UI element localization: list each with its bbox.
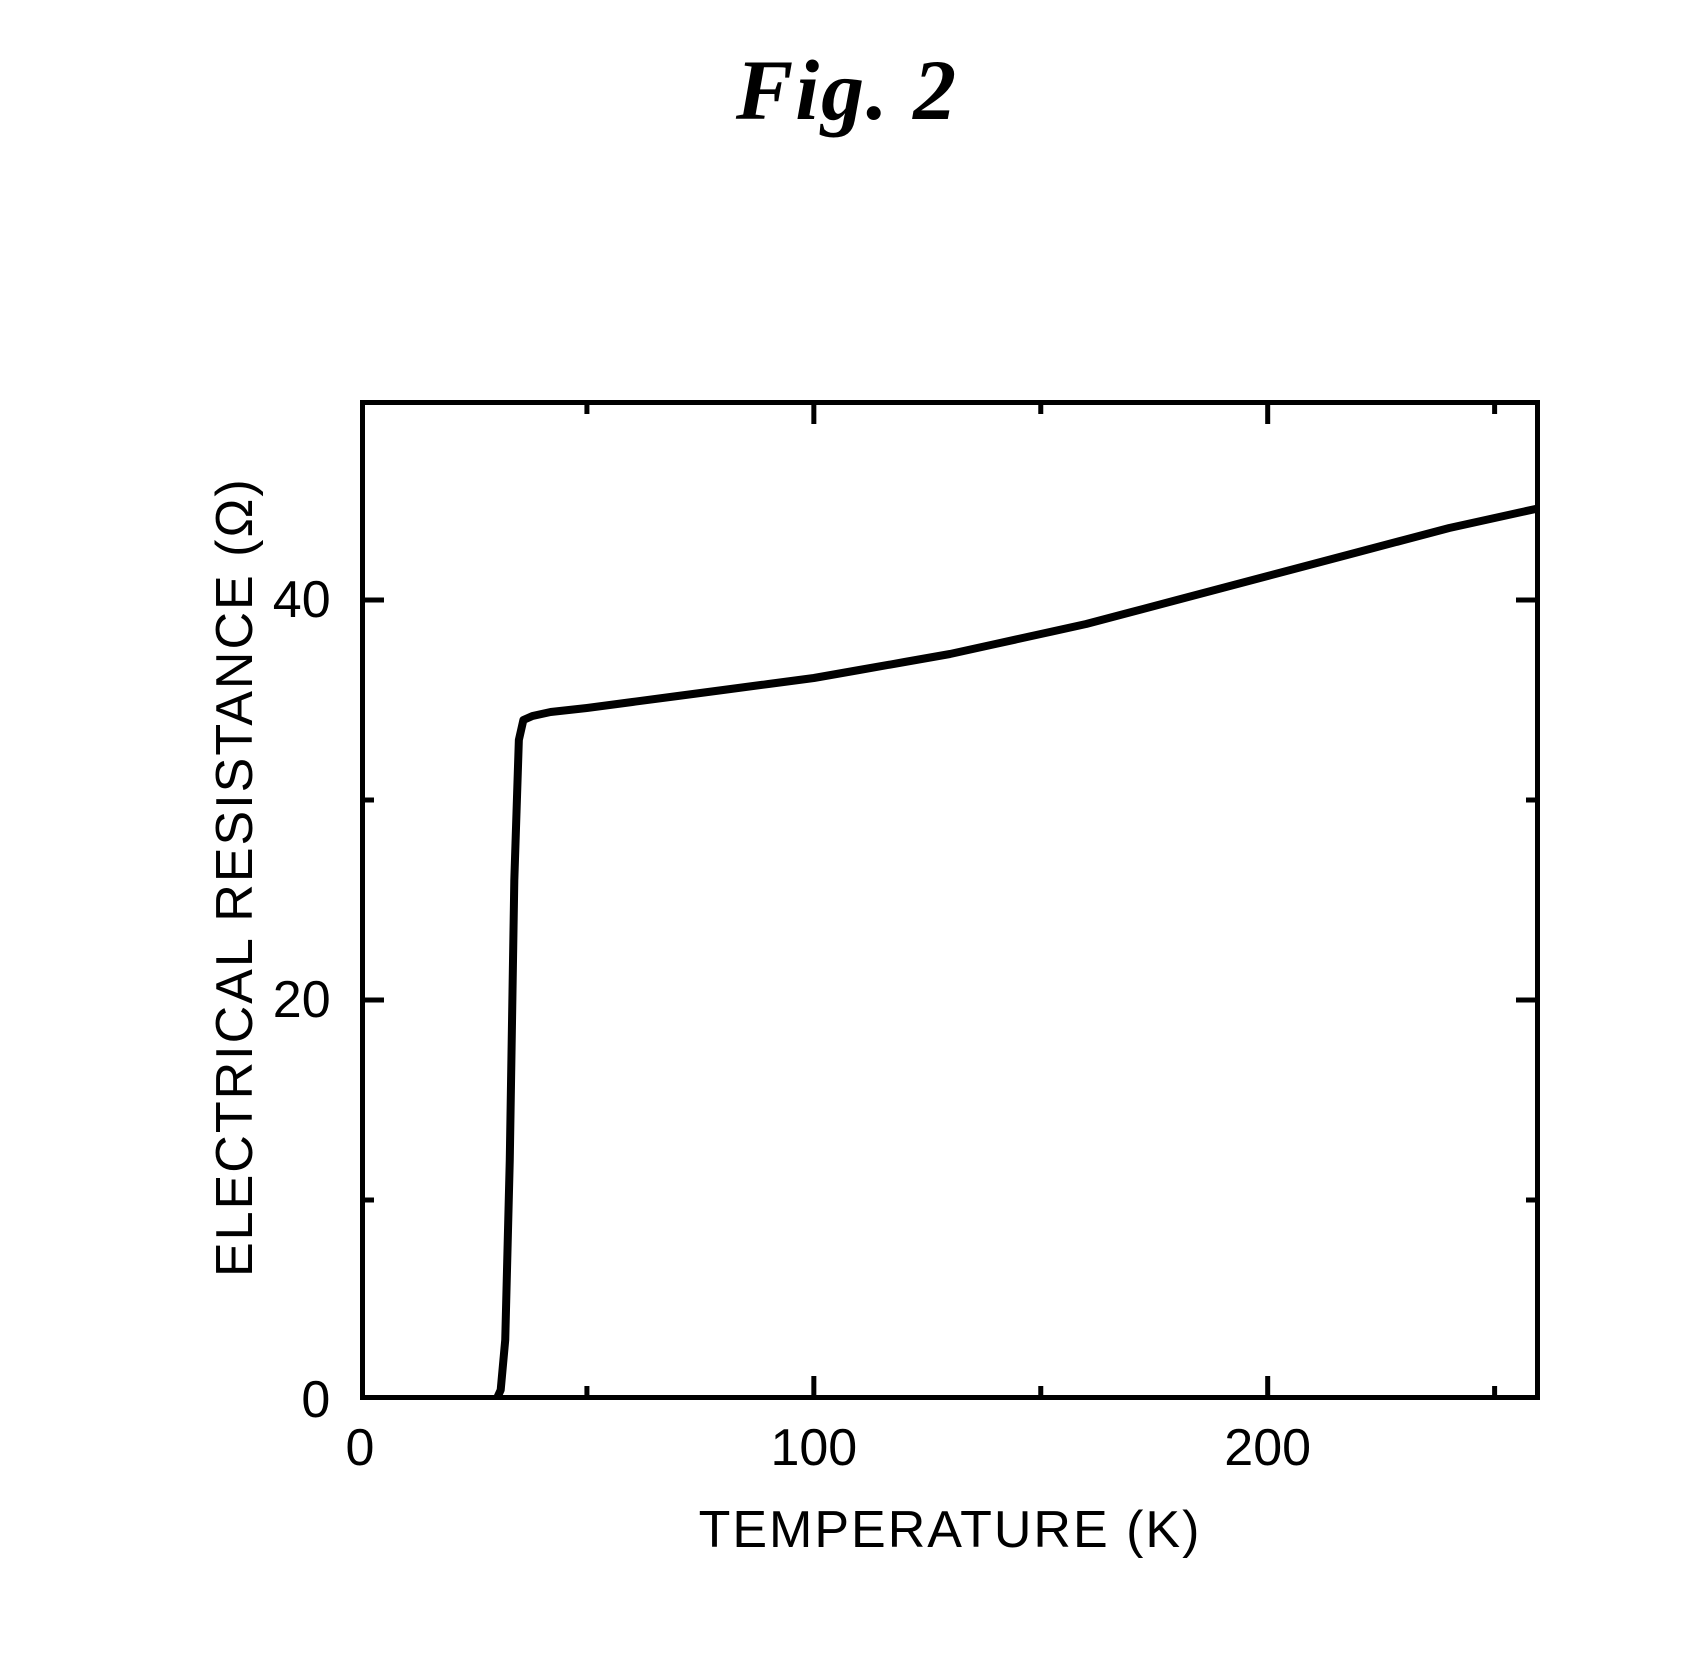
figure-title: Fig. 2 (0, 40, 1694, 140)
y-axis-label: ELECTRICAL RESISTANCE (Ω) (205, 477, 265, 1277)
chart-area (360, 400, 1540, 1400)
y-tick-label: 20 (273, 970, 331, 1030)
x-tick-label: 100 (770, 1418, 857, 1478)
x-tick-label: 0 (346, 1418, 375, 1478)
y-tick-label: 40 (273, 570, 331, 630)
y-tick-label: 0 (301, 1370, 330, 1430)
chart-svg (360, 400, 1540, 1400)
page: Fig. 2 ELECTRICAL RESISTANCE (Ω) TEMPERA… (0, 0, 1694, 1666)
x-tick-label: 200 (1224, 1418, 1311, 1478)
x-axis-label: TEMPERATURE (K) (699, 1500, 1202, 1560)
